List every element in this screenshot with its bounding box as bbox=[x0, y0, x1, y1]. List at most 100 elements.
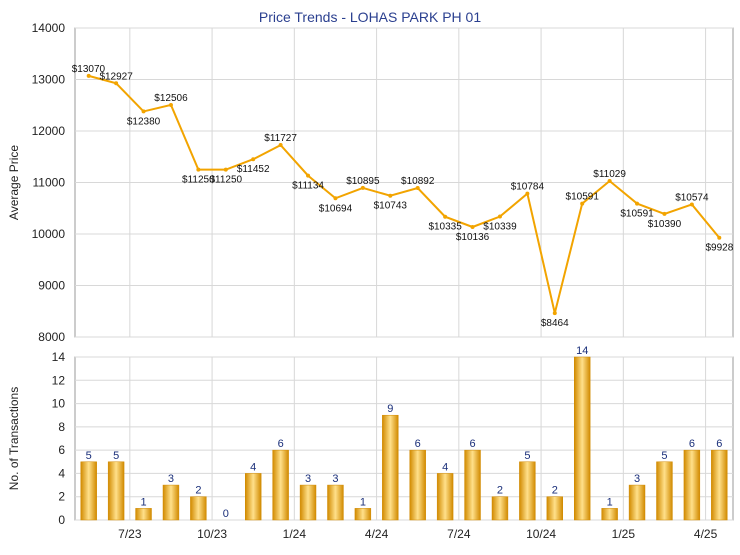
transaction-bar-label: 6 bbox=[689, 438, 695, 450]
price-y-tick-label: 8000 bbox=[38, 330, 65, 344]
transaction-bar bbox=[711, 449, 728, 521]
price-point bbox=[251, 157, 256, 162]
price-y-axis-label: Average Price bbox=[7, 145, 21, 220]
transaction-bar-label: 1 bbox=[360, 496, 366, 508]
transactions-y-tick-label: 12 bbox=[52, 373, 66, 387]
transaction-bar-labels: 5 5 1 3 2 0 4 6 3 3 1 9 6 4 6 2 5 2 14 1 3 5 6 6 bbox=[86, 345, 723, 520]
x-axis-tick-label: 4/25 bbox=[694, 527, 718, 541]
price-data-label: $10591 bbox=[620, 209, 654, 220]
transaction-bar bbox=[519, 461, 536, 521]
price-point bbox=[388, 193, 393, 198]
transactions-y-tick-label: 8 bbox=[58, 420, 65, 434]
x-axis-tick-labels: 7/23 10/23 1/24 4/24 7/24 10/24 1/25 4/25 bbox=[118, 527, 717, 541]
transaction-bar bbox=[628, 484, 646, 521]
transaction-bar bbox=[107, 461, 125, 521]
transaction-bar-label: 3 bbox=[634, 473, 640, 485]
chart-title: Price Trends - LOHAS PARK PH 01 bbox=[259, 9, 481, 25]
transaction-bar bbox=[272, 449, 289, 521]
x-axis-tick-label: 10/23 bbox=[197, 527, 227, 541]
price-data-label: $12927 bbox=[99, 71, 133, 82]
price-y-tick-label: 10000 bbox=[32, 227, 66, 241]
transactions-y-tick-label: 2 bbox=[58, 490, 65, 504]
transaction-bar bbox=[299, 484, 317, 521]
transaction-bar bbox=[382, 414, 399, 521]
transactions-y-tick-label: 0 bbox=[58, 513, 65, 527]
transaction-bar-label: 1 bbox=[140, 496, 146, 508]
price-data-label: $11727 bbox=[264, 133, 297, 144]
price-data-label: $12506 bbox=[154, 93, 188, 104]
price-data-label: $8464 bbox=[541, 318, 569, 329]
price-data-label: $9928 bbox=[705, 243, 733, 254]
transaction-bar-label: 6 bbox=[415, 438, 421, 450]
transaction-bar-label: 9 bbox=[387, 403, 393, 415]
price-data-label: $10390 bbox=[648, 219, 682, 230]
price-data-label: $10335 bbox=[428, 222, 462, 233]
transactions-y-axis-label: No. of Transactions bbox=[7, 387, 21, 490]
price-point bbox=[278, 143, 283, 148]
transaction-bar bbox=[601, 508, 618, 521]
price-y-tick-labels: 8000 9000 10000 11000 12000 13000 14000 bbox=[32, 21, 66, 344]
price-y-tick-label: 12000 bbox=[32, 124, 66, 138]
price-y-tick-label: 11000 bbox=[33, 176, 66, 190]
transaction-bar-label: 3 bbox=[332, 473, 338, 485]
price-data-label: $10591 bbox=[566, 192, 600, 203]
transaction-bar-label: 14 bbox=[576, 345, 588, 357]
price-point bbox=[470, 224, 475, 229]
transaction-bars bbox=[80, 356, 728, 521]
transaction-bar bbox=[574, 356, 591, 521]
price-data-label: $11029 bbox=[593, 169, 626, 180]
transaction-bar-label: 5 bbox=[524, 450, 530, 462]
x-axis-tick-label: 7/23 bbox=[118, 527, 142, 541]
transaction-bar-label: 6 bbox=[278, 438, 284, 450]
price-data-label: $10136 bbox=[456, 232, 490, 243]
transaction-bar bbox=[327, 484, 344, 521]
price-data-label: $10743 bbox=[374, 201, 408, 212]
transaction-bar-label: 2 bbox=[195, 485, 201, 497]
x-axis-tick-label: 1/25 bbox=[612, 527, 636, 541]
price-data-label: $11452 bbox=[237, 164, 270, 175]
transaction-bar bbox=[135, 508, 152, 521]
price-data-label: $13070 bbox=[72, 64, 106, 75]
price-data-label: $10784 bbox=[511, 182, 545, 193]
transactions-gridlines bbox=[75, 356, 733, 521]
transaction-bar-label: 5 bbox=[86, 450, 92, 462]
price-point bbox=[86, 73, 91, 78]
price-data-label: $12380 bbox=[127, 116, 161, 127]
price-y-tick-label: 9000 bbox=[38, 279, 65, 293]
transaction-bar bbox=[436, 473, 454, 521]
price-data-label: $10694 bbox=[319, 203, 353, 214]
transaction-bar-label: 5 bbox=[113, 450, 119, 462]
transaction-bar-label: 6 bbox=[469, 438, 475, 450]
transaction-bar bbox=[354, 508, 372, 521]
transactions-y-tick-labels: 0 2 4 6 8 10 12 14 bbox=[52, 350, 66, 527]
price-point bbox=[525, 191, 530, 196]
transaction-bar bbox=[683, 449, 701, 521]
price-point bbox=[635, 201, 640, 206]
price-point bbox=[443, 214, 448, 219]
price-data-label: $10574 bbox=[675, 192, 709, 203]
price-data-label: $11134 bbox=[292, 181, 324, 192]
price-point bbox=[360, 185, 365, 190]
transaction-bar bbox=[409, 449, 426, 521]
transaction-bar-label: 6 bbox=[716, 438, 722, 450]
transaction-bar-label: 3 bbox=[305, 473, 311, 485]
x-axis-tick-label: 4/24 bbox=[365, 527, 389, 541]
price-point bbox=[662, 211, 667, 216]
x-axis-tick-label: 7/24 bbox=[447, 527, 471, 541]
price-gridlines bbox=[75, 27, 733, 338]
transaction-bar bbox=[190, 496, 207, 521]
price-point bbox=[306, 173, 311, 178]
transaction-bar-label: 4 bbox=[442, 461, 448, 473]
price-data-label: $10892 bbox=[401, 176, 435, 187]
price-series-line bbox=[88, 74, 721, 314]
transactions-y-tick-label: 4 bbox=[58, 466, 65, 480]
price-point bbox=[689, 202, 694, 207]
transactions-y-tick-label: 10 bbox=[52, 397, 66, 411]
price-point bbox=[717, 235, 722, 240]
transaction-bar-label: 2 bbox=[552, 485, 558, 497]
transaction-bar-label: 4 bbox=[250, 461, 256, 473]
price-point bbox=[168, 102, 173, 107]
